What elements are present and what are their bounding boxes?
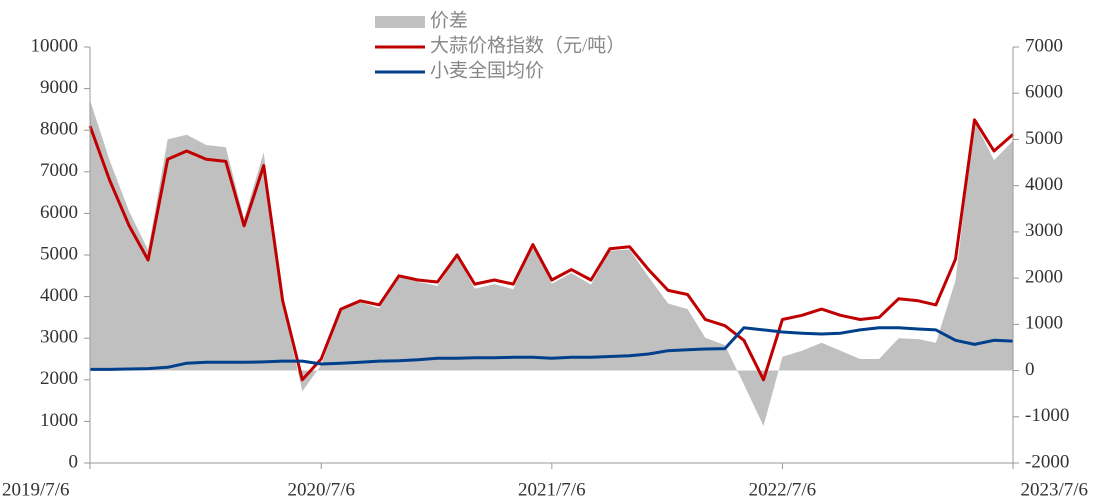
y2-tick-label: 4000 — [1025, 174, 1063, 195]
y2-tick-label: 1000 — [1025, 313, 1063, 334]
y-tick-label: 10000 — [31, 35, 79, 56]
y-tick-label: 0 — [69, 451, 79, 472]
y-tick-label: 9000 — [40, 77, 78, 98]
line — [90, 326, 1014, 371]
y2-tick-label: 0 — [1025, 359, 1035, 380]
y-tick-label: 5000 — [40, 243, 78, 264]
x-tick-label: 2020/7/6 — [287, 479, 355, 500]
line — [88, 118, 1014, 382]
y2-tick-label: 5000 — [1025, 128, 1063, 149]
y-tick-label: 2000 — [40, 368, 78, 389]
x-tick-label: 2022/7/6 — [749, 479, 817, 500]
y2-tick-label: 7000 — [1025, 35, 1063, 56]
x-tick-label: 2019/7/6 — [2, 479, 70, 500]
legend-label: 小麦全国均价 — [430, 59, 544, 81]
y-tick-label: 7000 — [40, 160, 78, 181]
y-tick-label: 4000 — [40, 285, 78, 306]
area — [90, 100, 1013, 426]
y2-tick-label: 3000 — [1025, 220, 1063, 241]
y-tick-label: 1000 — [40, 410, 78, 431]
y-tick-label: 8000 — [40, 119, 78, 140]
legend-label: 价差 — [430, 9, 468, 31]
y-tick-label: 3000 — [40, 327, 78, 348]
legend-swatch — [375, 16, 425, 28]
x-tick-label: 2023/7/6 — [1020, 479, 1088, 500]
y-tick-label: 6000 — [40, 202, 78, 223]
y2-tick-label: -1000 — [1025, 405, 1069, 426]
y2-tick-label: 2000 — [1025, 266, 1063, 287]
y2-tick-label: 6000 — [1025, 82, 1063, 103]
legend-label: 大蒜价格指数（元/吨） — [430, 34, 625, 56]
y2-tick-label: -2000 — [1025, 451, 1069, 472]
x-tick-label: 2021/7/6 — [518, 479, 586, 500]
